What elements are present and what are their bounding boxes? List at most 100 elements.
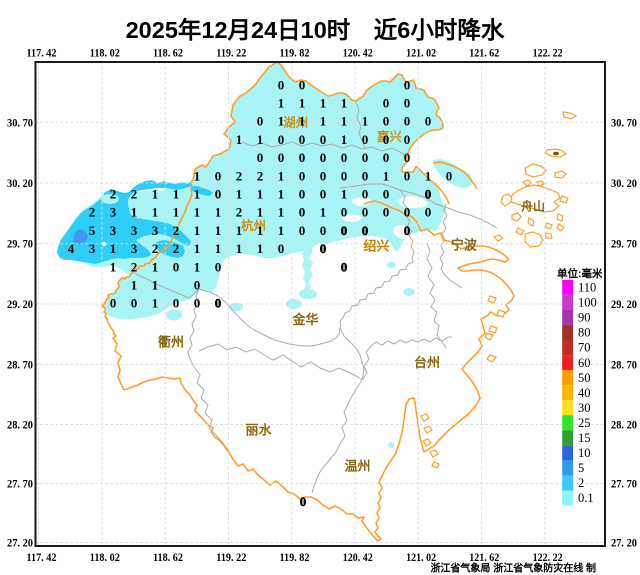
svg-text:0: 0	[383, 150, 390, 165]
svg-text:121. 02: 121. 02	[406, 552, 436, 564]
svg-text:0: 0	[278, 132, 285, 147]
svg-text:0: 0	[110, 296, 117, 311]
svg-text:0: 0	[215, 296, 222, 311]
svg-text:118. 62: 118. 62	[153, 48, 183, 60]
svg-text:50: 50	[578, 371, 591, 385]
svg-text:浙江省气象局 浙江省气象防灾在线 制: 浙江省气象局 浙江省气象防灾在线 制	[430, 562, 596, 575]
svg-text:28. 20: 28. 20	[7, 420, 33, 432]
svg-text:28. 20: 28. 20	[611, 420, 637, 432]
svg-text:金华: 金华	[291, 312, 318, 327]
svg-text:0: 0	[404, 132, 411, 147]
svg-text:0: 0	[173, 259, 180, 274]
svg-text:2: 2	[236, 168, 243, 183]
svg-text:0: 0	[320, 187, 327, 202]
svg-text:绍兴: 绍兴	[363, 239, 389, 254]
svg-text:1: 1	[383, 168, 390, 183]
svg-text:119. 82: 119. 82	[280, 48, 310, 60]
svg-text:1: 1	[278, 187, 285, 202]
svg-text:0: 0	[194, 278, 201, 293]
svg-text:25: 25	[578, 416, 591, 430]
svg-text:70: 70	[578, 341, 591, 355]
svg-text:3: 3	[110, 205, 117, 220]
svg-text:1: 1	[236, 187, 243, 202]
svg-text:0: 0	[425, 205, 432, 220]
svg-text:0: 0	[299, 223, 306, 238]
svg-text:0: 0	[257, 150, 264, 165]
svg-text:15: 15	[578, 431, 591, 445]
svg-text:118. 02: 118. 02	[90, 552, 120, 564]
svg-text:0: 0	[404, 205, 411, 220]
svg-text:0: 0	[299, 132, 306, 147]
svg-text:30. 20: 30. 20	[7, 178, 33, 190]
svg-text:0: 0	[257, 114, 264, 129]
svg-text:0: 0	[299, 168, 306, 183]
svg-text:1: 1	[215, 223, 222, 238]
svg-text:27. 20: 27. 20	[611, 538, 637, 550]
svg-text:2: 2	[131, 259, 138, 274]
svg-text:3: 3	[152, 223, 159, 238]
svg-text:5: 5	[578, 461, 584, 475]
svg-text:119. 22: 119. 22	[216, 552, 246, 564]
svg-text:0: 0	[131, 296, 138, 311]
svg-text:1: 1	[173, 205, 180, 220]
svg-text:1: 1	[194, 241, 201, 256]
svg-text:60: 60	[578, 356, 591, 370]
svg-text:1: 1	[257, 223, 264, 238]
svg-text:1: 1	[278, 205, 285, 220]
svg-text:0: 0	[320, 241, 327, 256]
svg-text:3: 3	[110, 223, 117, 238]
svg-text:27. 70: 27. 70	[7, 479, 33, 491]
svg-text:台州: 台州	[414, 355, 440, 370]
svg-text:宁波: 宁波	[451, 238, 478, 253]
svg-text:0: 0	[215, 187, 222, 202]
svg-text:1: 1	[278, 168, 285, 183]
svg-text:4: 4	[68, 241, 75, 256]
svg-text:2: 2	[257, 168, 264, 183]
svg-text:0: 0	[383, 132, 390, 147]
svg-text:1: 1	[257, 205, 264, 220]
svg-text:0: 0	[341, 168, 348, 183]
svg-text:0: 0	[299, 187, 306, 202]
svg-text:0: 0	[194, 296, 201, 311]
svg-text:1: 1	[425, 168, 432, 183]
svg-text:1: 1	[110, 241, 117, 256]
svg-text:1: 1	[320, 114, 327, 129]
svg-text:1: 1	[320, 205, 327, 220]
svg-text:30: 30	[578, 401, 591, 415]
svg-text:3: 3	[131, 241, 138, 256]
svg-text:30. 70: 30. 70	[7, 117, 33, 129]
svg-text:2: 2	[173, 223, 180, 238]
svg-text:1: 1	[173, 187, 180, 202]
svg-text:0: 0	[362, 205, 369, 220]
svg-text:5: 5	[89, 223, 96, 238]
svg-text:1: 1	[131, 205, 138, 220]
svg-text:2: 2	[110, 187, 117, 202]
svg-text:1: 1	[320, 96, 327, 111]
svg-text:0: 0	[383, 205, 390, 220]
svg-text:1: 1	[257, 132, 264, 147]
svg-text:117. 42: 117. 42	[27, 552, 57, 564]
svg-text:0: 0	[362, 132, 369, 147]
svg-text:121. 62: 121. 62	[469, 552, 499, 564]
svg-text:110: 110	[578, 281, 596, 295]
svg-text:温州: 温州	[344, 459, 370, 474]
svg-text:0: 0	[404, 77, 411, 92]
svg-text:1: 1	[278, 223, 285, 238]
svg-text:0: 0	[425, 114, 432, 129]
svg-text:1: 1	[152, 259, 159, 274]
svg-text:1: 1	[194, 205, 201, 220]
svg-text:1: 1	[341, 132, 348, 147]
svg-text:1: 1	[341, 114, 348, 129]
svg-text:舟山: 舟山	[521, 198, 545, 213]
svg-text:3: 3	[89, 241, 96, 256]
svg-text:80: 80	[578, 326, 591, 340]
svg-text:0: 0	[320, 150, 327, 165]
svg-text:2: 2	[236, 205, 243, 220]
svg-text:0: 0	[300, 494, 307, 509]
svg-text:27. 70: 27. 70	[611, 479, 637, 491]
svg-text:40: 40	[578, 386, 591, 400]
svg-text:122. 22: 122. 22	[533, 552, 563, 564]
svg-text:3: 3	[131, 223, 138, 238]
svg-text:1: 1	[152, 205, 159, 220]
svg-text:1: 1	[236, 241, 243, 256]
